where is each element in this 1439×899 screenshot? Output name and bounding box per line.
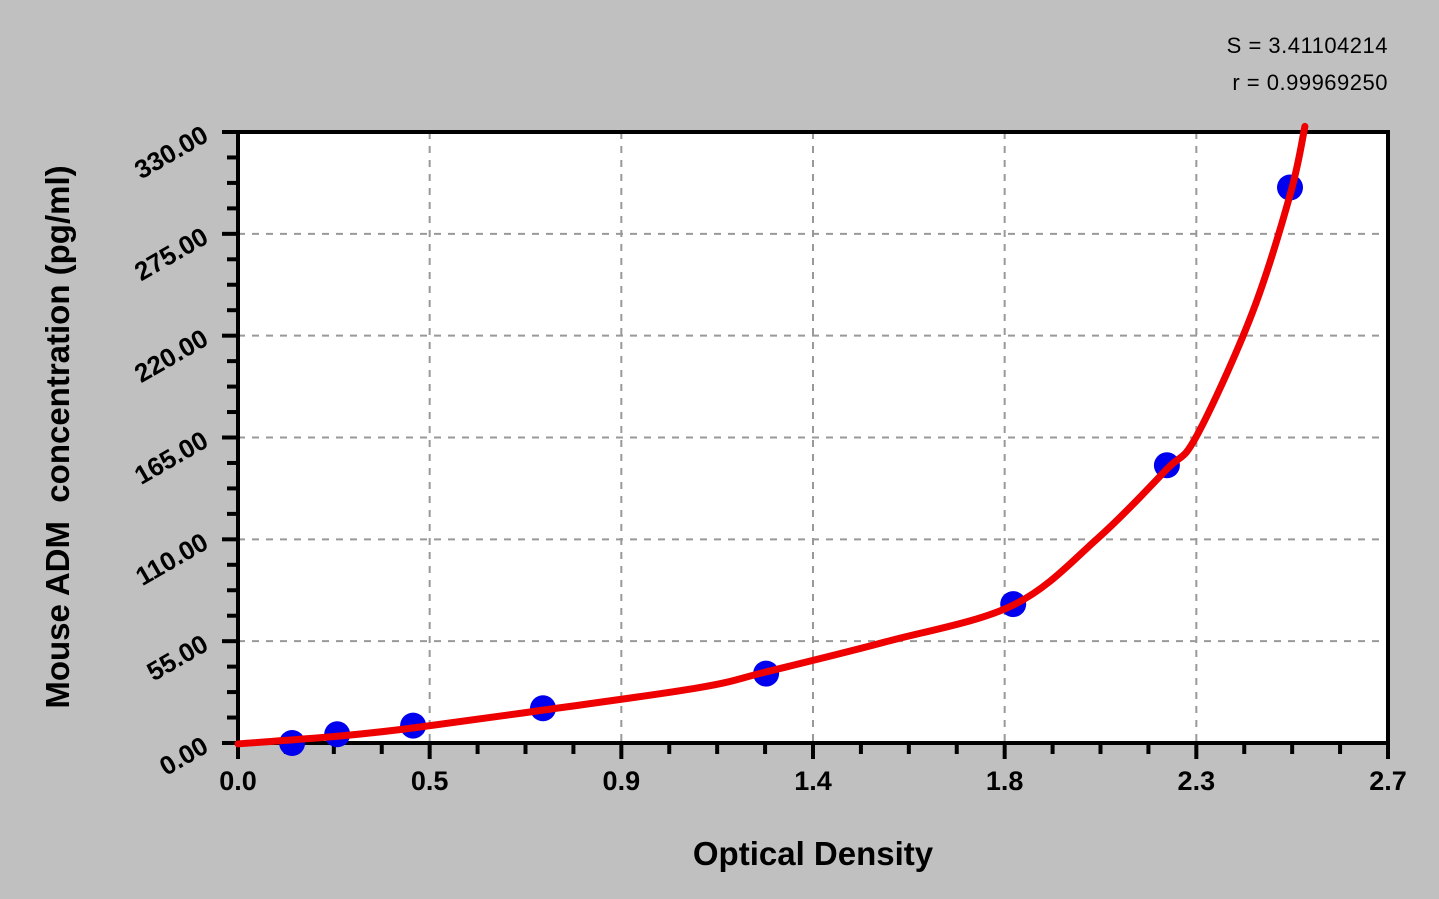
fit-stats: S = 3.41104214 r = 0.99969250 (1227, 27, 1388, 101)
x-tick-labels: 0.0 0.5 0.9 1.4 1.8 2.3 2.7 (219, 766, 1407, 796)
y-tick-label: 110.00 (130, 527, 213, 592)
fit-stat-r: r = 0.99969250 (1232, 70, 1388, 95)
x-tick-label: 0.9 (603, 766, 641, 796)
y-tick-label: 55.00 (142, 628, 213, 687)
gridlines (238, 132, 1388, 743)
x-axis-title: Optical Density (692, 835, 934, 872)
x-tick-label: 1.4 (794, 766, 832, 796)
x-tick-label: 1.8 (986, 766, 1024, 796)
y-tick-labels: 0.00 55.00 110.00 165.00 220.00 275.00 330.00 (129, 119, 213, 781)
y-tick-label: 330.00 (129, 119, 213, 185)
y-tick-label: 165.00 (129, 425, 213, 491)
axis-ticks (222, 130, 1390, 759)
fit-stat-s: S = 3.41104214 (1226, 33, 1388, 58)
x-tick-label: 0.0 (219, 766, 257, 796)
y-tick-label: 0.00 (154, 730, 213, 781)
x-tick-label: 0.5 (411, 766, 449, 796)
x-tick-label: 2.7 (1369, 766, 1407, 796)
y-tick-label: 275.00 (129, 221, 213, 287)
plot-frame (236, 130, 1390, 745)
fitted-curve (234, 122, 1309, 748)
x-tick-label: 2.3 (1178, 766, 1216, 796)
y-axis-title: Mouse ADM concentration (pg/ml) (39, 165, 76, 709)
y-tick-label: 220.00 (129, 323, 213, 389)
